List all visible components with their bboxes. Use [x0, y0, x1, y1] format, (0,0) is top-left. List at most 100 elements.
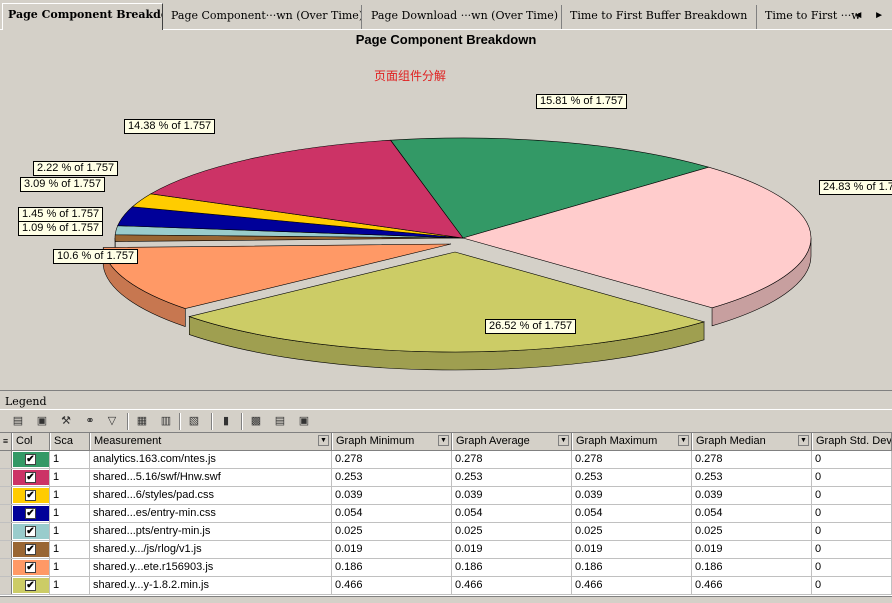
row-selector[interactable] — [0, 577, 12, 594]
column-dropdown-icon[interactable]: ▼ — [798, 435, 809, 446]
row-selector[interactable] — [0, 541, 12, 558]
row-selector[interactable] — [0, 487, 12, 504]
graph-maximum-cell: 0.054 — [572, 505, 692, 522]
chart-title: Page Component Breakdown — [0, 32, 892, 47]
remove-measurement-icon[interactable]: ▣ — [34, 413, 50, 429]
legend-toolbar: ▤ ▣ ⚒ ⚭ ▽ ▦ ▥ ▧ ▮ ▩ ▤ ▣ — [0, 409, 892, 433]
graph-std-dev-cell: 0 — [812, 559, 892, 576]
tab-scroll-arrows[interactable]: ◄ ► — [853, 10, 888, 21]
visibility-checkbox[interactable]: ✔ — [25, 454, 36, 465]
graph-median-cell: 0.253 — [692, 469, 812, 486]
visibility-checkbox[interactable]: ✔ — [25, 508, 36, 519]
visibility-checkbox[interactable]: ✔ — [25, 580, 36, 591]
column-header[interactable]: Col — [12, 433, 50, 450]
visibility-checkbox[interactable]: ✔ — [25, 490, 36, 501]
graph-maximum-cell: 0.039 — [572, 487, 692, 504]
graph-minimum-cell: 0.054 — [332, 505, 452, 522]
visibility-checkbox[interactable]: ✔ — [25, 472, 36, 483]
column-header[interactable]: Sca — [50, 433, 90, 450]
pie-data-label: 10.6 % of 1.757 — [53, 249, 138, 264]
measurement-cell: analytics.163.com/ntes.js — [90, 451, 332, 468]
column-dropdown-icon[interactable]: ▼ — [558, 435, 569, 446]
hide-icon[interactable]: ▧ — [186, 413, 202, 429]
color-cell[interactable]: ✔ — [12, 577, 50, 594]
row-selector[interactable] — [0, 559, 12, 576]
column-header-label: Graph Median — [696, 435, 766, 447]
column-dropdown-icon[interactable]: ▼ — [678, 435, 689, 446]
color-cell[interactable]: ✔ — [12, 451, 50, 468]
column-dropdown-icon[interactable]: ▼ — [438, 435, 449, 446]
column-header[interactable]: Graph Median ▼ — [692, 433, 812, 450]
toolbar-separator — [211, 413, 213, 430]
graph-average-cell: 0.039 — [452, 487, 572, 504]
visibility-checkbox[interactable]: ✔ — [25, 562, 36, 573]
color-cell[interactable]: ✔ — [12, 505, 50, 522]
color-cell[interactable]: ✔ — [12, 469, 50, 486]
graph-median-cell: 0.025 — [692, 523, 812, 540]
column-header[interactable]: Measurement▼ — [90, 433, 332, 450]
column-header-label: Col — [16, 435, 33, 447]
tab-page-download-over-time[interactable]: Page Download ···wn (Over Time) — [366, 5, 562, 29]
color-cell[interactable]: ✔ — [12, 541, 50, 558]
scale-cell: 1 — [50, 505, 90, 522]
graph-std-dev-cell: 0 — [812, 523, 892, 540]
pie-data-label: 1.09 % of 1.757 — [18, 221, 103, 236]
row-selector[interactable] — [0, 451, 12, 468]
column-dropdown-icon[interactable]: ▼ — [318, 435, 329, 446]
row-selector[interactable] — [0, 523, 12, 540]
graph-average-cell: 0.054 — [452, 505, 572, 522]
highlight-icon[interactable]: ▦ — [134, 413, 150, 429]
color-cell[interactable]: ✔ — [12, 523, 50, 540]
column-header[interactable]: Graph Maximum▼ — [572, 433, 692, 450]
graph-maximum-cell: 0.253 — [572, 469, 692, 486]
color-cell[interactable]: ✔ — [12, 487, 50, 504]
color-cell[interactable]: ✔ — [12, 559, 50, 576]
properties-icon[interactable]: ▣ — [296, 413, 312, 429]
add-measurement-icon[interactable]: ▤ — [10, 413, 26, 429]
graph-maximum-cell: 0.186 — [572, 559, 692, 576]
measurement-cell: shared...5.16/swf/Hnw.swf — [90, 469, 332, 486]
row-selector[interactable] — [0, 469, 12, 486]
graph-std-dev-cell: 0 — [812, 505, 892, 522]
graph-average-cell: 0.466 — [452, 577, 572, 594]
scale-cell: 1 — [50, 451, 90, 468]
column-header[interactable]: Graph Average ▼ — [452, 433, 572, 450]
scale-cell: 1 — [50, 541, 90, 558]
show-icon[interactable]: ▥ — [158, 413, 174, 429]
graph-average-cell: 0.025 — [452, 523, 572, 540]
link-icon[interactable]: ⚭ — [82, 413, 98, 429]
toolbar-separator — [127, 413, 129, 430]
filter-icon[interactable]: ▽ — [104, 413, 120, 429]
visibility-checkbox[interactable]: ✔ — [25, 544, 36, 555]
pie-data-label: 26.52 % of 1.757 — [485, 319, 576, 334]
font-icon[interactable]: ▤ — [272, 413, 288, 429]
copy-icon[interactable]: ▩ — [248, 413, 264, 429]
row-selector-header[interactable]: ≡ — [0, 433, 12, 450]
graph-median-cell: 0.054 — [692, 505, 812, 522]
tab-page-component-over-time[interactable]: Page Component···wn (Over Time) — [166, 5, 362, 29]
row-selector[interactable] — [0, 505, 12, 522]
graph-median-cell: 0.466 — [692, 577, 812, 594]
tab-time-to-first-buffer-breakdown[interactable]: Time to First Buffer Breakdown — [565, 5, 757, 29]
column-header[interactable]: Graph Std. Devi — [812, 433, 892, 450]
graph-std-dev-cell: 0 — [812, 469, 892, 486]
column-header[interactable]: Graph Minimum▼ — [332, 433, 452, 450]
column-header-label: Graph Average — [456, 435, 530, 447]
graph-maximum-cell: 0.466 — [572, 577, 692, 594]
visibility-checkbox[interactable]: ✔ — [25, 526, 36, 537]
tab-page-component-breakdown[interactable]: Page Component Breakdown — [2, 3, 163, 30]
toolbar-separator — [241, 413, 243, 430]
graph-std-dev-cell: 0 — [812, 577, 892, 594]
pie-data-label: 1.45 % of 1.757 — [18, 207, 103, 222]
export-icon[interactable]: ▮ — [218, 413, 234, 429]
configure-icon[interactable]: ⚒ — [58, 413, 74, 429]
